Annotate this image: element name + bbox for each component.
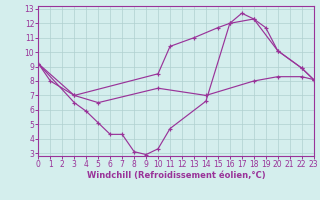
X-axis label: Windchill (Refroidissement éolien,°C): Windchill (Refroidissement éolien,°C) (87, 171, 265, 180)
